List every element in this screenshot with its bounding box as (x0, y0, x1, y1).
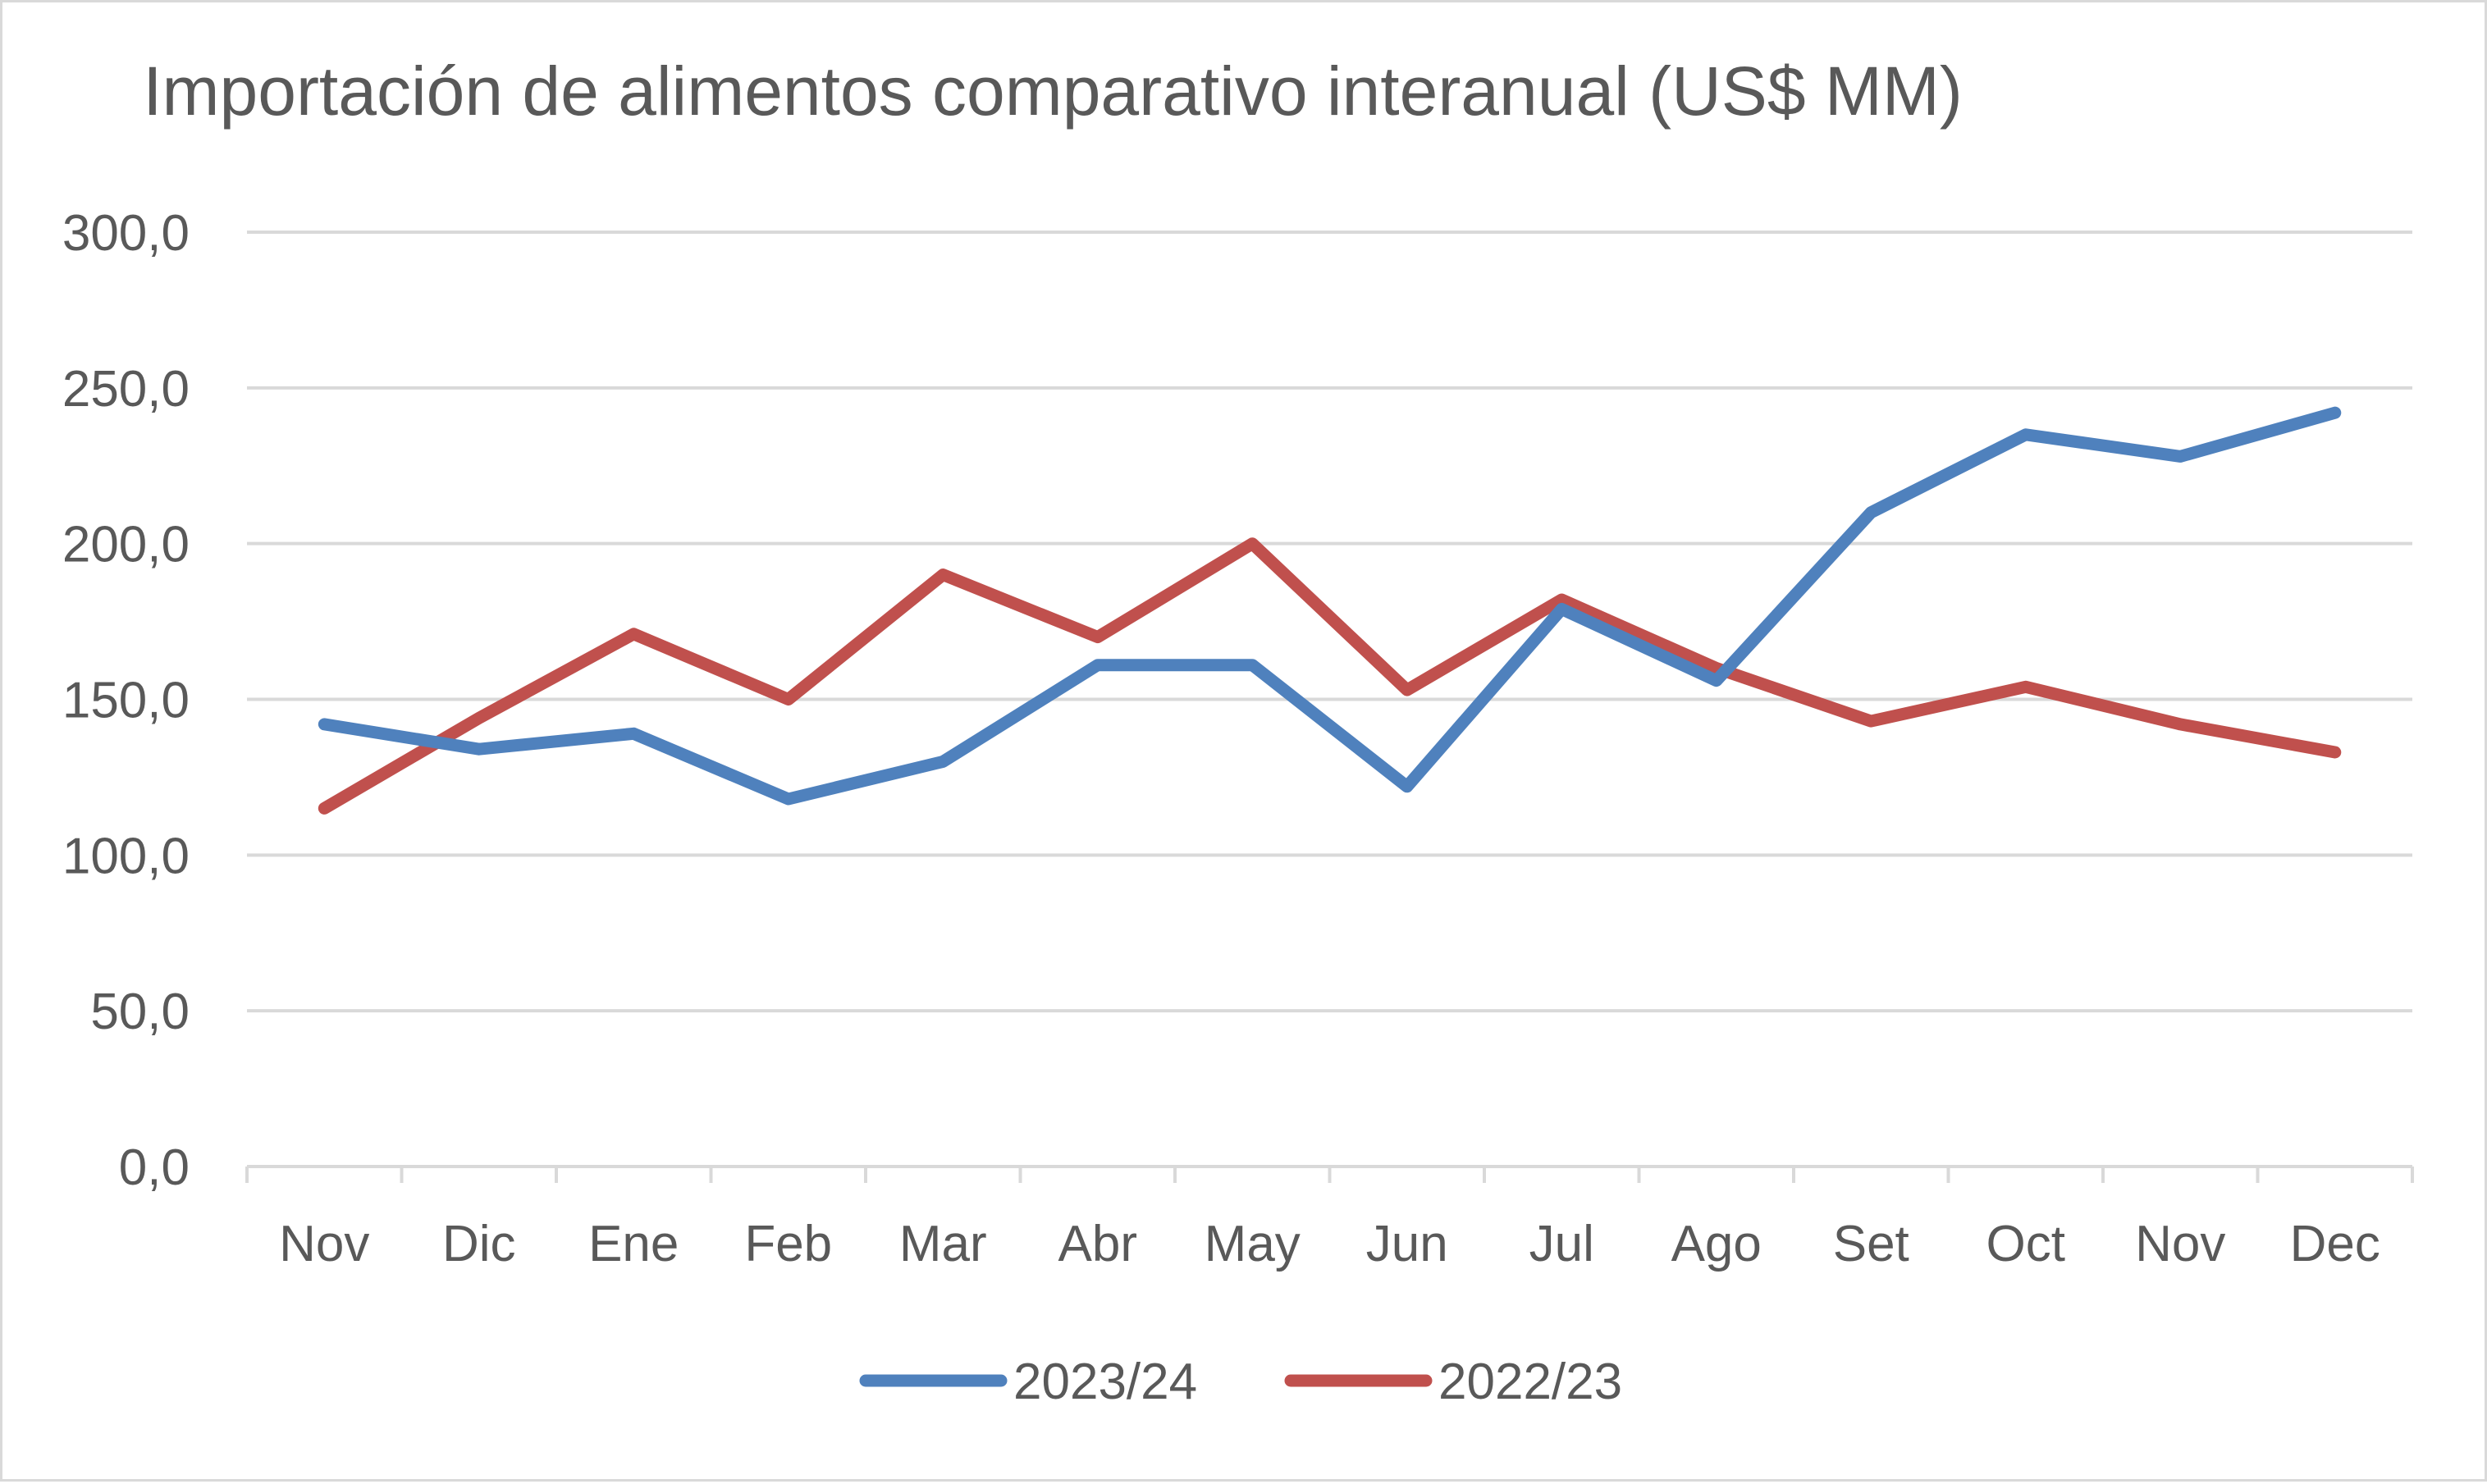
x-tick-label: Jun (1366, 1216, 1448, 1272)
legend: 2023/24 2022/23 (859, 1354, 1622, 1410)
x-tick-label: Dec (2290, 1216, 2380, 1272)
y-tick-label: 150,0 (62, 673, 190, 729)
y-tick-label: 200,0 (62, 517, 190, 573)
x-tick-label: Ene (588, 1216, 679, 1272)
legend-label: 2022/23 (1438, 1354, 1622, 1410)
x-tick-label: Jul (1529, 1216, 1594, 1272)
y-tick-label: 0,0 (119, 1139, 190, 1196)
x-tick-label: Nov (279, 1216, 369, 1272)
gridlines (247, 231, 2412, 1013)
x-tick-label: Dic (442, 1216, 516, 1272)
x-tick-label: Abr (1058, 1216, 1137, 1272)
x-tick-label: Nov (2135, 1216, 2225, 1272)
y-axis: 0,0 50,0 100,0 150,0 200,0 250,0 300,0 (62, 205, 190, 1196)
x-tick-label: Oct (1986, 1216, 2065, 1272)
chart-title: Importación de alimentos comparativo int… (143, 53, 1963, 130)
y-tick-label: 50,0 (90, 984, 190, 1040)
x-tick-label: Feb (744, 1216, 832, 1272)
y-tick-label: 100,0 (62, 828, 190, 884)
series-lines (318, 406, 2342, 815)
y-tick-label: 250,0 (62, 361, 190, 418)
x-axis: Nov Dic Ene Feb Mar Abr May Jun Jul Ago Set Oct Nov D… (245, 1165, 2414, 1272)
series-line-1 (318, 537, 2342, 815)
y-tick-label: 300,0 (62, 205, 190, 262)
x-tick-label: May (1205, 1216, 1301, 1272)
series-line-0 (318, 406, 2342, 806)
x-tick-label: Ago (1671, 1216, 1762, 1272)
x-tick-label: Set (1833, 1216, 1909, 1272)
legend-label: 2023/24 (1013, 1354, 1197, 1410)
x-tick-label: Mar (899, 1216, 987, 1272)
